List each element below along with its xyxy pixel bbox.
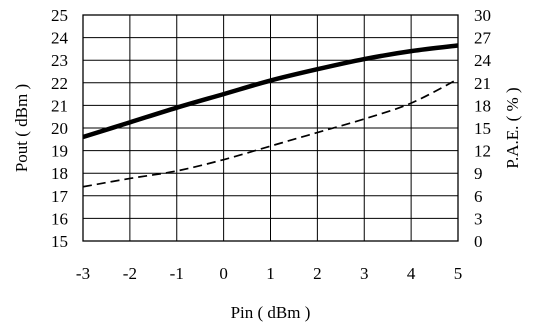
tick-labels: -3 -2 -1 0 1 2 3 4 51516171819202122232425036912… [51,6,492,283]
y-left-axis-title: Pout ( dBm ) [12,84,31,172]
plot-frame [82,14,459,242]
x-tick-label: 5 [454,264,463,283]
y-right-tick-label: 6 [474,187,483,206]
y-right-tick-label: 12 [474,142,491,161]
y-left-tick-label: 19 [51,142,68,161]
gridlines [82,14,459,242]
x-tick-label: -1 [170,264,184,283]
y-right-tick-label: 27 [474,29,492,48]
y-right-tick-label: 15 [474,119,491,138]
x-tick-label: 4 [407,264,416,283]
series-layer [82,43,459,188]
y-right-tick-label: 3 [474,209,483,228]
y-left-tick-label: 16 [51,209,68,228]
y-right-tick-label: 24 [474,51,492,70]
y-left-tick-label: 21 [51,96,68,115]
x-tick-label: 0 [219,264,228,283]
x-tick-label: 3 [360,264,369,283]
y-left-tick-label: 23 [51,51,68,70]
y-right-tick-label: 21 [474,74,491,93]
y-left-tick-label: 25 [51,6,68,25]
y-right-tick-label: 18 [474,96,491,115]
y-left-tick-label: 22 [51,74,68,93]
pae-series-line [82,78,459,188]
y-right-tick-label: 30 [474,6,491,25]
x-tick-label: -3 [76,264,90,283]
x-axis-title: Pin ( dBm ) [231,303,311,322]
y-left-tick-label: 24 [51,29,69,48]
y-right-tick-label: 0 [474,232,483,251]
y-right-axis-title: P.A.E. ( % ) [503,87,522,168]
y-right-tick-label: 9 [474,164,483,183]
y-left-tick-label: 17 [51,187,69,206]
y-left-tick-label: 15 [51,232,68,251]
x-tick-label: 1 [266,264,275,283]
pout-series-line [82,43,459,140]
y-left-tick-label: 18 [51,164,68,183]
x-tick-label: 2 [313,264,322,283]
y-left-tick-label: 20 [51,119,68,138]
x-tick-label: -2 [123,264,137,283]
